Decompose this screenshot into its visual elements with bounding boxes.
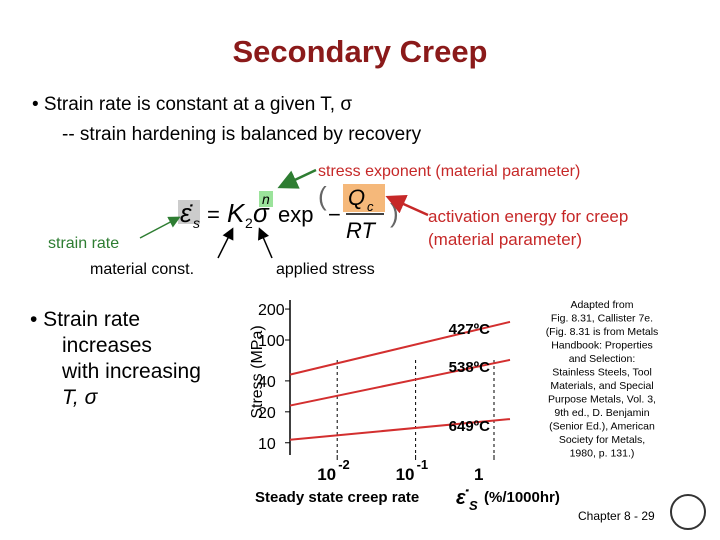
x-axis-label: S xyxy=(469,498,478,513)
equation: s xyxy=(193,215,200,231)
x-tick-exponent: -2 xyxy=(338,457,350,472)
y-tick-label: 200 xyxy=(258,302,285,319)
citation-line: Handbook: Properties xyxy=(551,340,653,352)
bullet: T, σ xyxy=(62,386,99,409)
series-label: 649ºC xyxy=(449,418,491,435)
bullet: • Strain rate xyxy=(30,308,140,331)
citation-line: (Senior Ed.), American xyxy=(549,421,655,433)
citation-line: Adapted from xyxy=(570,299,633,311)
citation-line: Fig. 8.31, Callister 7e. xyxy=(551,313,653,325)
equation: c xyxy=(367,199,374,214)
line xyxy=(289,320,511,376)
annotation: stress exponent (material parameter) xyxy=(318,163,580,180)
y-tick-label: 40 xyxy=(258,374,276,391)
equation: ε̇ xyxy=(180,198,193,228)
arrow xyxy=(258,227,273,259)
equation: = xyxy=(207,202,220,227)
bullet: • Strain rate is constant at a given T, … xyxy=(32,94,352,115)
x-tick-label: 10 xyxy=(317,465,336,484)
y-tick-label: 20 xyxy=(258,405,276,422)
annotation: strain rate xyxy=(48,235,119,252)
annotation: (material parameter) xyxy=(428,230,582,249)
citation-line: Stainless Steels, Tool xyxy=(552,367,652,379)
highlight xyxy=(343,184,385,212)
x-tick-label: 10 xyxy=(396,465,415,484)
annotation: material const. xyxy=(90,261,194,278)
citation-line: Society for Metals, xyxy=(559,434,645,446)
line xyxy=(289,358,511,407)
equation: Q xyxy=(348,185,365,210)
arrow xyxy=(217,227,234,259)
arrow xyxy=(277,168,317,189)
title: Secondary Creep xyxy=(233,34,488,69)
citation-line: and Selection: xyxy=(569,353,636,365)
citation-line: Materials, and Special xyxy=(550,380,653,392)
bullet: increases xyxy=(62,334,152,357)
annotation: applied stress xyxy=(276,261,375,278)
citation: Adapted from Fig. 8.31, Callister 7e.(Fig… xyxy=(546,299,659,460)
arrow xyxy=(385,194,429,217)
x-tick-exponent: -1 xyxy=(417,457,429,472)
highlight xyxy=(178,200,200,224)
sub-bullet: -- strain hardening is balanced by recov… xyxy=(62,124,422,145)
equation: exp xyxy=(278,202,313,227)
x-axis-label: Steady state creep rate xyxy=(255,489,419,506)
x-axis-label: (%/1000hr) xyxy=(484,489,560,506)
logo xyxy=(670,494,706,530)
arrow xyxy=(139,216,181,239)
x-axis-label: ε̇ xyxy=(456,487,470,509)
equation: − xyxy=(328,202,341,227)
equation: σ xyxy=(253,198,270,228)
citation-line: Purpose Metals, Vol. 3, xyxy=(548,394,656,406)
equation: RT xyxy=(346,218,376,243)
highlight xyxy=(259,191,273,207)
citation-line: 9th ed., D. Benjamin xyxy=(554,407,649,419)
equation: ( xyxy=(318,181,327,211)
equation: n xyxy=(262,191,270,207)
y-axis-label: Stress (MPa) xyxy=(249,325,266,418)
line xyxy=(289,418,511,441)
footer: Chapter 8 - 29 xyxy=(578,509,655,523)
equation: K xyxy=(227,198,246,228)
bullet: with increasing xyxy=(61,360,201,383)
equation: 2 xyxy=(245,215,253,231)
citation-line: (Fig. 8.31 is from Metals xyxy=(546,326,659,338)
y-tick-label: 100 xyxy=(258,333,285,350)
x-tick-label: 1 xyxy=(474,465,483,484)
y-tick-label: 10 xyxy=(258,436,276,453)
citation-line: 1980, p. 131.) xyxy=(570,448,635,460)
annotation: activation energy for creep xyxy=(428,207,628,226)
series-label: 538ºC xyxy=(449,359,491,376)
series-label: 427ºC xyxy=(449,321,491,338)
